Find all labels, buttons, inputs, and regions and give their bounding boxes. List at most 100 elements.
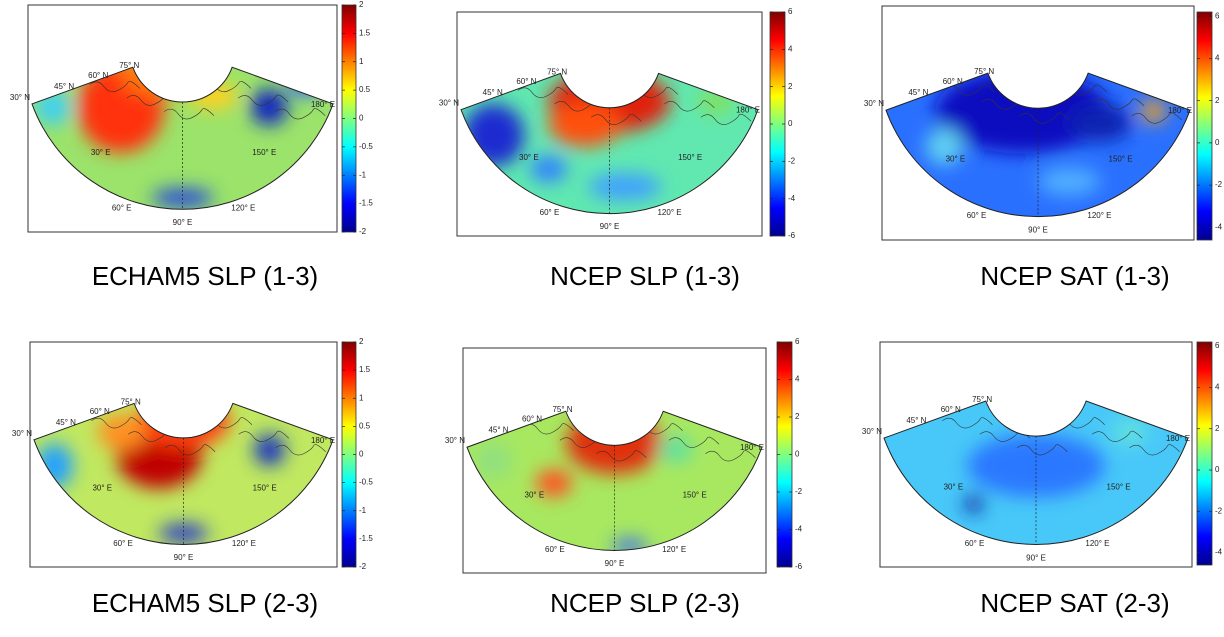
lon-label: 90° E [1028,226,1048,235]
lon-label: 180° E [311,436,335,445]
map-blob [250,88,288,126]
lon-label: 120° E [662,545,686,554]
colorbar-tick-label: -6 [788,231,796,240]
colorbar-tick-label: 0 [359,450,364,459]
coastline [164,444,216,456]
panel-caption: ECHAM5 SLP (2-3) [92,588,318,618]
coastline [1129,444,1180,456]
colorbar-tick-label: -2 [359,227,367,236]
coastline [523,423,574,435]
colorbar-tick-label: 0 [788,119,793,128]
lat-label: 75° N [121,397,141,406]
lon-label: 150° E [252,148,276,157]
lon-label: 90° E [1026,553,1046,562]
coastline [163,108,215,120]
lon-label: 30° E [525,490,545,499]
colorbar-tick-label: 1.5 [359,365,371,374]
colorbar-tick-label: -4 [788,194,796,203]
colorbar-tick-label: -2 [359,562,367,571]
lat-label: 45° N [488,425,508,434]
map-panel: 30° N 45° N 60° N 75° N 30° E 60° E 90° E 120° … [862,341,1223,618]
colorbar-tick-label: 4 [1215,383,1220,392]
lon-label: 60° E [965,539,985,548]
colorbar-tick-label: 1.5 [359,28,371,37]
lon-label: 60° E [545,545,565,554]
lon-label: 150° E [1107,483,1131,492]
colorbar-tick-label: 4 [788,44,793,53]
lat-label: 45° N [483,88,503,97]
colorbar-tick-label: 0 [1215,138,1220,147]
map-outline [460,72,759,215]
lon-label: 60° E [112,204,132,213]
colorbar-tick-label: -0.5 [359,478,373,487]
map-outline [883,400,1189,545]
map-panel: 30° N 45° N 60° N 75° N 30° E 60° E 90° E 120° … [12,337,373,618]
lon-label: 120° E [231,204,255,213]
colorbar-tick-label: -1 [359,170,367,179]
coastline [942,417,993,429]
lat-label: 60° N [516,77,536,86]
map-panel: 30° N 45° N 60° N 75° N 30° E 60° E 90° E 120° … [10,0,373,291]
map-blob [588,173,662,201]
colorbar-tick-label: 2 [795,412,800,421]
lon-label: 30° E [92,484,112,493]
colorbar-tick-label: 2 [1215,96,1220,105]
lat-label: 30° N [12,429,32,438]
lon-label: 30° E [519,153,539,162]
panel-caption: NCEP SAT (1-3) [980,261,1169,291]
map-blob [1140,99,1166,124]
coastline [1131,112,1182,124]
lon-label: 30° E [91,148,111,157]
colorbar-tick-label: 0.5 [359,421,371,430]
lat-label: 60° N [88,71,108,80]
coastline [705,450,756,462]
colorbar-tick-label: 6 [788,7,793,16]
colorbar-tick-label: 2 [359,337,364,346]
colorbar-tick-label: -2 [1215,180,1223,189]
lon-label: 90° E [605,559,625,568]
lon-label: 90° E [600,222,620,231]
lat-label: 30° N [10,93,30,102]
map-outline [33,402,334,545]
colorbar-tick-label: 0 [795,450,800,459]
map-outline [885,72,1191,218]
lon-label: 120° E [1087,211,1111,220]
map-blob [151,188,214,208]
coastline [596,450,647,462]
lon-label: 120° E [1085,539,1109,548]
lon-label: 60° E [967,211,987,220]
coastline [89,81,141,93]
coastline [275,444,326,456]
coastline [1019,112,1070,124]
colorbar-tick-label: -6 [795,562,803,571]
colorbar [1196,11,1213,241]
lat-label: 30° N [445,436,465,445]
lon-label: 150° E [683,490,707,499]
map-blob [530,155,567,183]
map-panel: 30° N 45° N 60° N 75° N 30° E 60° E 90° E 120° … [439,7,796,291]
lat-label: 45° N [908,88,928,97]
colorbar-tick-label: -1.5 [359,199,373,208]
map-blob [1069,104,1132,142]
colorbar-tick-label: 2 [788,82,793,91]
lon-label: 150° E [253,484,277,493]
lon-label: 60° E [540,208,560,217]
lon-label: 60° E [113,539,133,548]
lat-label: 75° N [972,395,992,404]
lon-label: 30° E [946,155,966,164]
coastline [700,113,752,125]
panel-caption: NCEP SLP (1-3) [550,261,740,291]
coastline [275,108,326,120]
colorbar-tick-label: 6 [1215,11,1220,20]
coastline [1093,98,1145,110]
lon-label: 30° E [944,483,964,492]
lat-label: 30° N [439,99,459,108]
colorbar-tick-label: -2 [795,487,803,496]
coastline [1017,444,1068,456]
colorbar-tick-label: 0.5 [359,85,371,94]
colorbar-tick-label: -4 [1215,222,1223,231]
lon-label: 180° E [311,100,335,109]
lat-label: 60° N [941,405,961,414]
